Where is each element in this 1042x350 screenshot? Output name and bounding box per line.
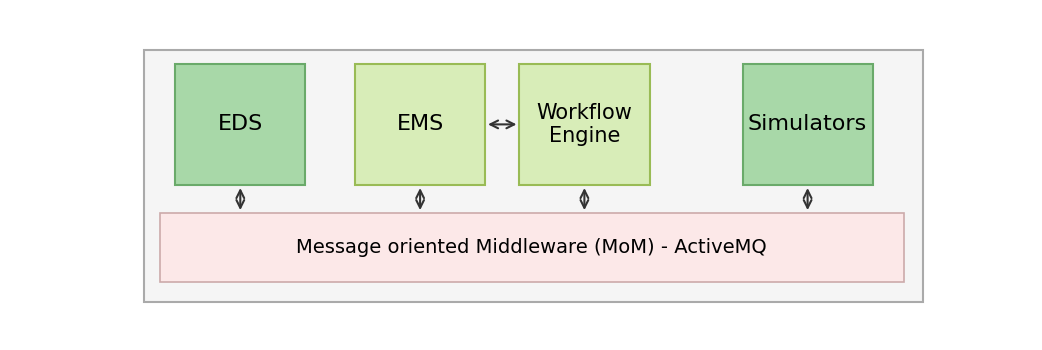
Text: EDS: EDS	[218, 114, 263, 134]
Bar	[519, 64, 649, 185]
Bar	[175, 64, 305, 185]
Text: EMS: EMS	[396, 114, 444, 134]
Text: Message oriented Middleware (MoM) - ActiveMQ: Message oriented Middleware (MoM) - Acti…	[296, 238, 767, 257]
Bar	[743, 64, 873, 185]
Bar	[159, 213, 903, 282]
Text: Workflow
Engine: Workflow Engine	[537, 103, 632, 146]
Text: Simulators: Simulators	[748, 114, 867, 134]
Bar	[355, 64, 486, 185]
